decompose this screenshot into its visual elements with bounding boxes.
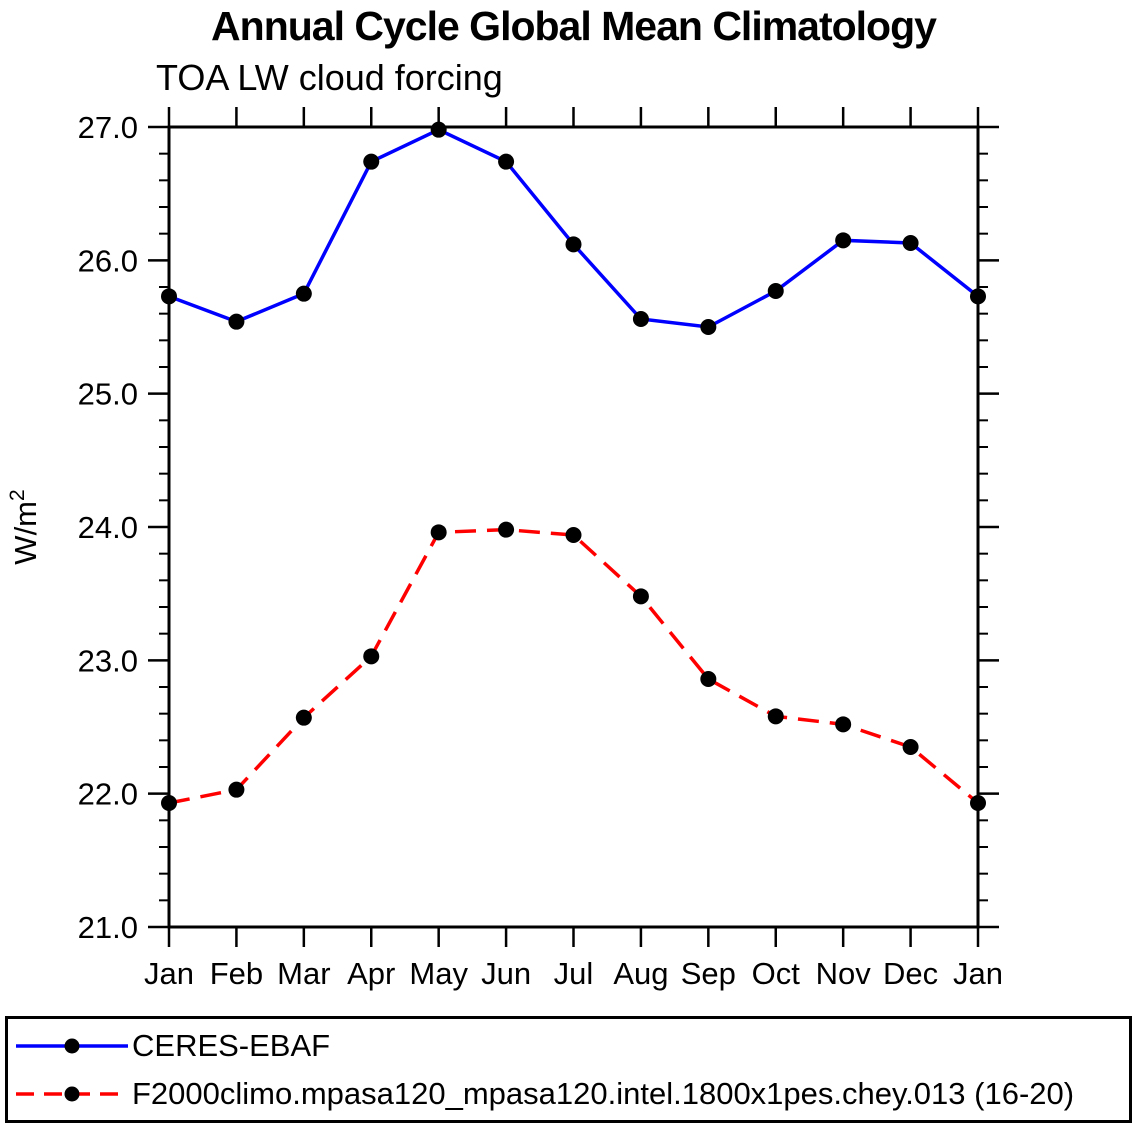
legend-row-1: F2000climo.mpasa120_mpasa120.intel.1800x… [14, 1074, 1129, 1114]
legend-line-sample-0 [16, 1038, 128, 1053]
x-tick-label: Jan [144, 956, 194, 991]
series-marker-0 [161, 288, 177, 305]
y-tick-label: 24.0 [78, 510, 138, 545]
series-marker-0 [835, 232, 852, 249]
x-tick-label: Nov [816, 956, 872, 991]
series-marker-0 [295, 285, 312, 302]
y-tick-label: 27.0 [78, 110, 138, 145]
y-tick-label: 25.0 [78, 377, 138, 412]
series-marker-1 [161, 795, 177, 811]
x-tick-label: Jan [953, 956, 1003, 991]
series-marker-0 [632, 311, 649, 327]
series-marker-0 [430, 121, 447, 138]
x-tick-label: Jun [481, 956, 531, 991]
series-marker-0 [970, 288, 986, 305]
series-marker-0 [767, 283, 784, 299]
series-marker-0 [565, 236, 582, 253]
series-marker-0 [902, 235, 919, 251]
x-tick-label: Apr [347, 956, 395, 991]
series-marker-0 [363, 153, 380, 170]
series-marker-0 [498, 153, 515, 170]
series-marker-1 [565, 527, 582, 543]
series-marker-1 [632, 588, 649, 605]
x-tick-label: Oct [752, 956, 801, 991]
y-axis-title: W/m2 [6, 489, 43, 564]
legend-row-0: CERES-EBAF [14, 1026, 1129, 1066]
x-tick-label: Jul [554, 956, 594, 991]
series-marker-0 [228, 313, 245, 330]
y-tick-label: 22.0 [78, 777, 138, 812]
x-tick-label: Feb [210, 956, 263, 991]
y-tick-label: 21.0 [78, 910, 138, 945]
series-marker-1 [700, 671, 717, 687]
series-marker-1 [228, 781, 245, 798]
series-marker-1 [498, 521, 515, 538]
chart-plot-area: Jan Feb Mar Apr May Jun Jul Aug Sep Oct Nov Dec Jan2… [6, 107, 1003, 991]
series-marker-1 [902, 739, 919, 755]
series-marker-0 [700, 319, 717, 335]
series-marker-1 [363, 648, 380, 665]
x-tick-label: Mar [277, 956, 330, 991]
x-tick-label: Sep [681, 956, 736, 991]
legend-box: CERES-EBAF F2000climo.mpasa120_mpasa120.i… [5, 1016, 1132, 1123]
series-marker-1 [767, 708, 784, 725]
chart-title: Annual Cycle Global Mean Climatology [211, 3, 937, 49]
series-marker-1 [430, 524, 447, 541]
x-tick-label: Dec [883, 956, 938, 991]
series-line-0 [168, 127, 980, 329]
x-tick-label: Aug [613, 956, 668, 991]
series-line-1 [168, 527, 980, 805]
chart-subtitle: TOA LW cloud forcing [156, 57, 503, 98]
series-marker-1 [970, 795, 986, 811]
legend-label-0: CERES-EBAF [132, 1028, 331, 1063]
x-tick-label: May [409, 956, 468, 991]
y-tick-label: 26.0 [78, 243, 138, 278]
y-tick-label: 23.0 [78, 643, 138, 678]
legend-line-sample-1 [16, 1086, 128, 1101]
series-marker-1 [835, 716, 852, 733]
legend-label-1: F2000climo.mpasa120_mpasa120.intel.1800x… [132, 1076, 1075, 1111]
series-marker-1 [295, 709, 312, 726]
